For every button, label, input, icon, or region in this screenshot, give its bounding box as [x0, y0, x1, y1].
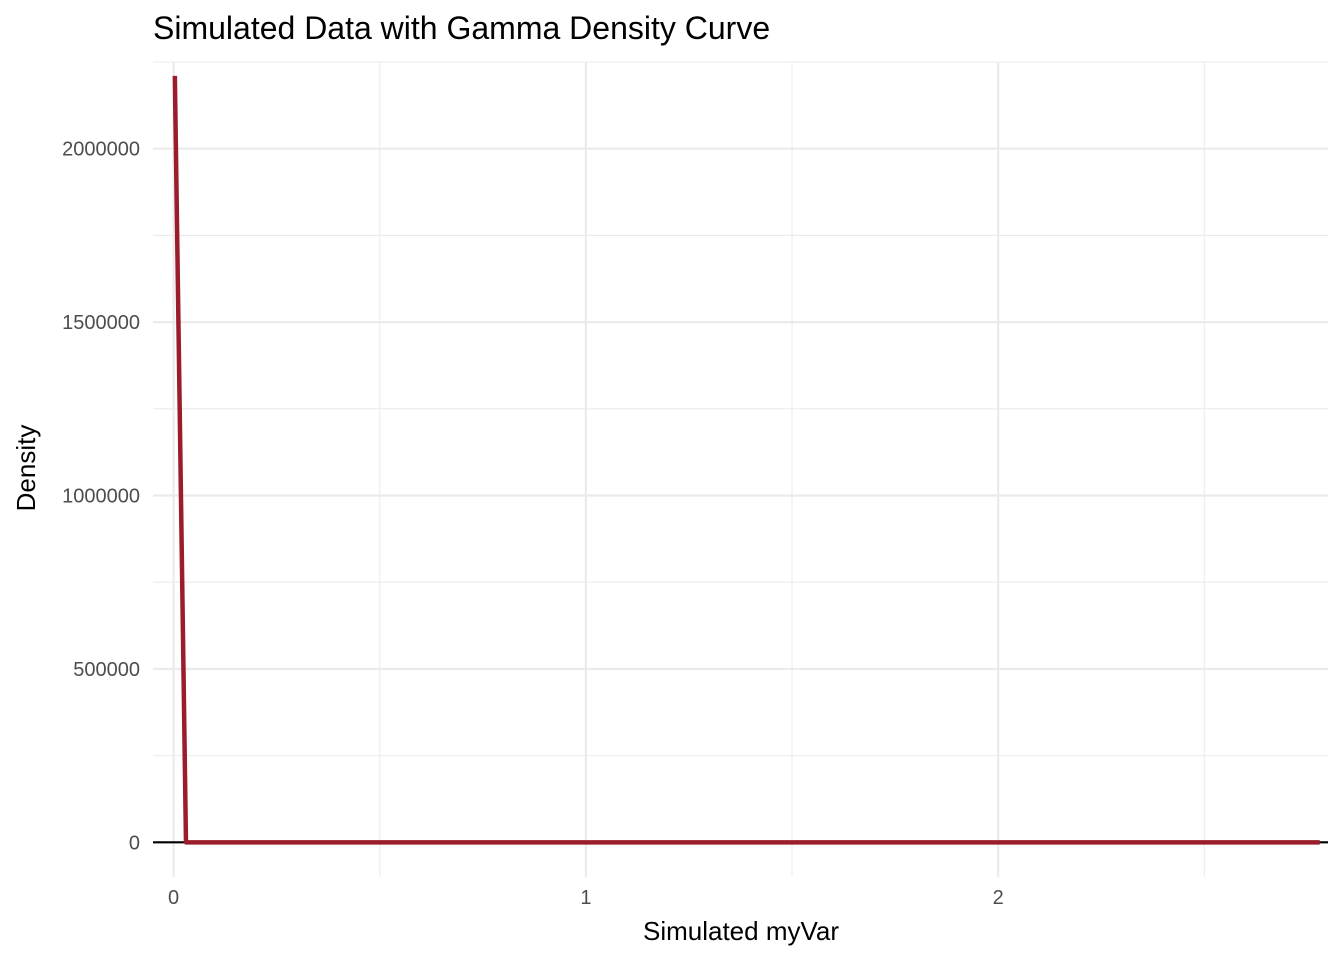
- y-tick-label-3: 1500000: [62, 312, 140, 334]
- density-curve-0: [172, 75, 1320, 845]
- minor-gridlines: [153, 61, 1328, 877]
- density-series: [172, 75, 1320, 845]
- x-tick-label-1: 1: [580, 887, 591, 909]
- y-axis-tick-labels: 0 500000 1000000 1500000 2000000: [62, 139, 140, 855]
- x-axis-tick-labels: 0 1 2: [168, 887, 1004, 909]
- y-tick-label-1: 500000: [73, 659, 140, 681]
- chart-title: Simulated Data with Gamma Density Curve: [153, 10, 770, 46]
- x-axis-title: Simulated myVar: [643, 916, 839, 946]
- y-axis-title: Density: [11, 425, 41, 512]
- major-gridlines: [153, 62, 1328, 877]
- y-tick-label-2: 1000000: [62, 486, 140, 508]
- x-tick-label-2: 2: [993, 887, 1004, 909]
- y-tick-label-4: 2000000: [62, 139, 140, 161]
- x-tick-label-0: 0: [168, 887, 179, 909]
- y-tick-label-0: 0: [129, 832, 140, 854]
